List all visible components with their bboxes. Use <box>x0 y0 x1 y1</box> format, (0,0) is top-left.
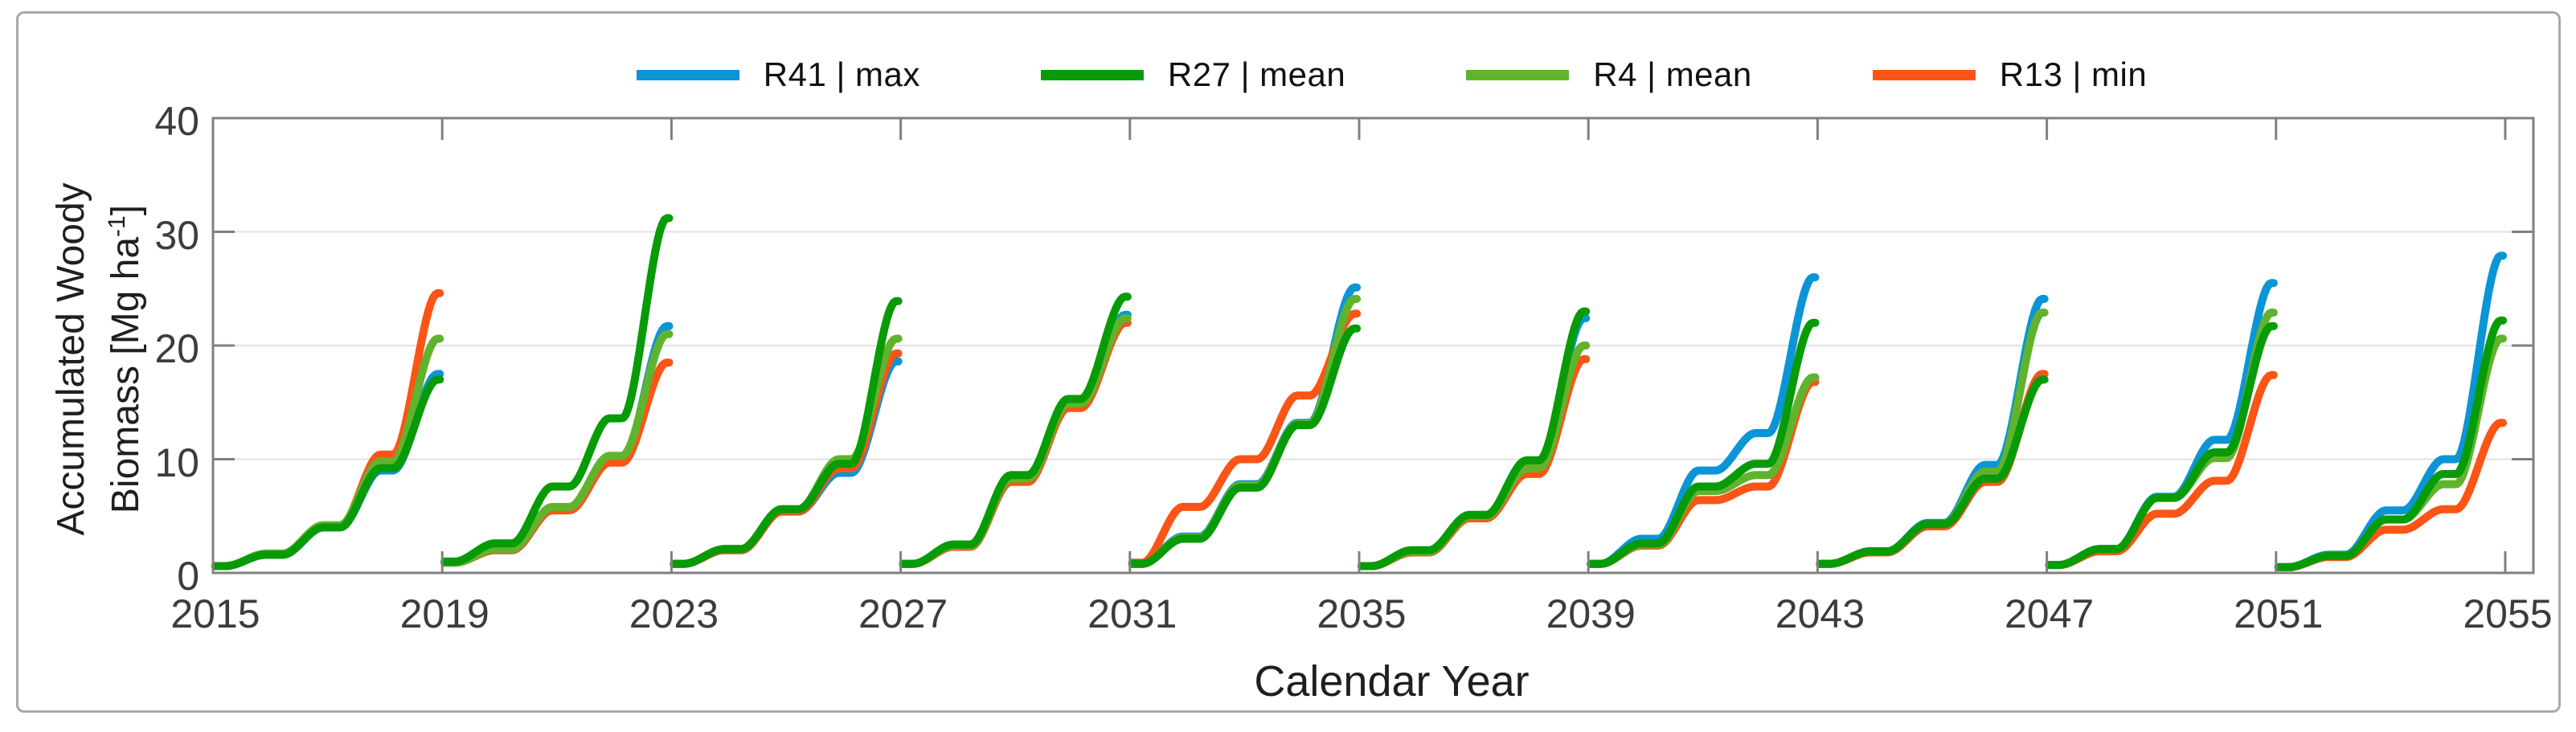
y-tick-label-0: 0 <box>177 554 199 599</box>
series-r27-cycle-2051 <box>2274 316 2508 571</box>
legend-label: R4 | mean <box>1593 55 1752 93</box>
series-r13-cycle-2043 <box>1816 370 2049 568</box>
legend-line-swatch <box>1872 69 1976 80</box>
x-tick-label-2035: 2035 <box>1317 591 1407 636</box>
legend-line-swatch <box>1466 69 1570 80</box>
series-r41-cycle-2027 <box>899 310 1132 568</box>
series-r27-cycle-2019 <box>440 214 674 566</box>
legend-item-r41-max: R41 | max <box>636 55 920 94</box>
figure-panel: R41 | max R27 | mean R4 | mean R13 | min… <box>16 11 2561 713</box>
series-r13-cycle-2031 <box>1128 309 1362 567</box>
x-tick-label-2055: 2055 <box>2463 591 2553 636</box>
x-tick-label-2027: 2027 <box>858 591 948 636</box>
legend-item-r4-mean: R4 | mean <box>1466 55 1752 94</box>
y-tick-label-40: 40 <box>154 99 199 144</box>
x-tick-label-2031: 2031 <box>1087 591 1177 636</box>
series-r41-cycle-2023 <box>670 357 903 568</box>
series-r27-cycle-2035 <box>1357 307 1591 570</box>
x-tick-label-2023: 2023 <box>629 591 719 636</box>
series-r27-cycle-2039 <box>1587 318 1820 568</box>
legend: R41 | max R27 | mean R4 | mean R13 | min <box>231 55 2552 94</box>
series-r13-cycle-2035 <box>1357 355 1591 570</box>
series-r27-cycle-2047 <box>2045 321 2278 570</box>
legend-line-swatch <box>1040 69 1144 80</box>
x-tick-label-2043: 2043 <box>1775 591 1865 636</box>
y-tick-label-30: 30 <box>154 212 199 258</box>
legend-item-r27-mean: R27 | mean <box>1040 55 1346 94</box>
x-tick-label-2019: 2019 <box>399 591 489 636</box>
series-r27-cycle-2023 <box>670 296 903 568</box>
y-tick-label-20: 20 <box>154 326 199 371</box>
series-r27-cycle-2015 <box>211 375 444 570</box>
legend-line-swatch <box>636 69 739 80</box>
x-axis-label: Calendar Year <box>1254 657 1530 705</box>
x-tick-label-2039: 2039 <box>1546 591 1636 636</box>
x-tick-label-2015: 2015 <box>170 591 260 636</box>
legend-label: R13 | min <box>1999 55 2148 93</box>
series-r27-cycle-2031 <box>1128 324 1362 568</box>
series-r27-cycle-2043 <box>1816 375 2049 568</box>
series-r13-cycle-2027 <box>899 318 1132 568</box>
legend-label: R41 | max <box>763 55 920 93</box>
series-r27-cycle-2027 <box>899 292 1132 568</box>
legend-label: R27 | mean <box>1167 55 1346 93</box>
series-r4-cycle-2027 <box>899 314 1132 568</box>
y-tick-label-10: 10 <box>154 440 199 485</box>
x-tick-label-2047: 2047 <box>2004 591 2095 636</box>
legend-item-r13-min: R13 | min <box>1872 55 2148 94</box>
x-tick-label-2051: 2051 <box>2234 591 2324 636</box>
